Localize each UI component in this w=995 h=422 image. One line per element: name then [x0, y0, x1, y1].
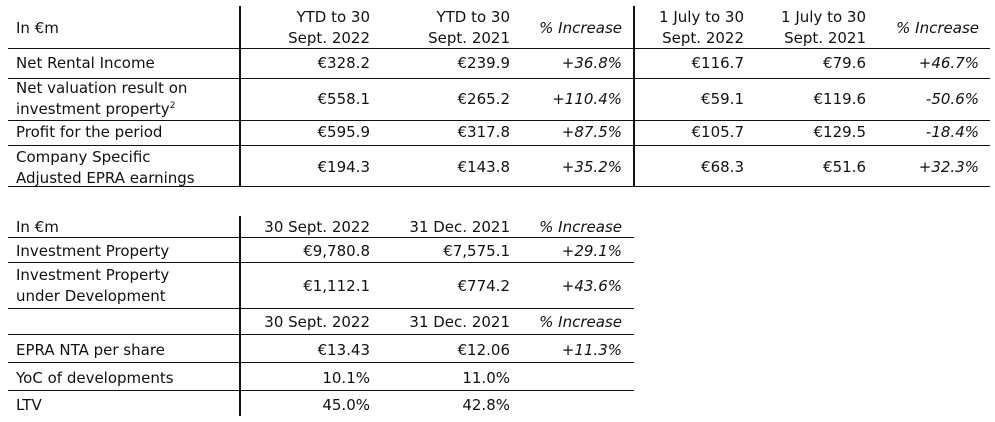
row-label: Investment Property: [16, 242, 170, 260]
row-label: YoC of developments: [16, 369, 174, 387]
cell: +32.3%: [918, 158, 979, 176]
cell: +36.8%: [561, 54, 622, 72]
row-label: Adjusted EPRA earnings: [16, 169, 195, 187]
cell: €9,780.8: [303, 242, 370, 260]
cell: €12.06: [457, 341, 511, 359]
table2-label-header: In €m: [16, 218, 59, 236]
cell: +43.6%: [561, 277, 622, 295]
col-header: 1 July to 30: [781, 8, 866, 26]
table1-label-header: In €m: [16, 19, 59, 37]
row-label-line: investment property: [16, 100, 170, 118]
row-label: Net Rental Income: [16, 54, 155, 72]
table2-divider-left: [239, 216, 241, 416]
row-label: Profit for the period: [16, 123, 163, 141]
cell: €79.6: [823, 54, 866, 72]
cell: €129.5: [813, 123, 867, 141]
footnote-marker: 2: [169, 101, 176, 111]
cell: €328.2: [317, 54, 371, 72]
table1-rule: [8, 78, 990, 79]
table2-rule: [8, 237, 634, 238]
row-label: EPRA NTA per share: [16, 341, 165, 359]
table1-divider-mid: [633, 6, 635, 186]
cell: €13.43: [317, 341, 371, 359]
cell: €774.2: [457, 277, 511, 295]
cell: €317.8: [457, 123, 511, 141]
cell: -50.6%: [925, 90, 979, 108]
col-header: 1 July to 30: [659, 8, 744, 26]
row-label: Net valuation result on: [16, 79, 188, 97]
cell: +87.5%: [561, 123, 622, 141]
cell: €105.7: [691, 123, 745, 141]
cell: +11.3%: [561, 341, 622, 359]
col-header: YTD to 30: [436, 8, 510, 26]
cell: €265.2: [457, 90, 511, 108]
col-header: % Increase: [539, 313, 622, 331]
col-header: 30 Sept. 2022: [264, 313, 370, 331]
cell: 45.0%: [322, 396, 370, 414]
table1-rule: [8, 120, 990, 121]
cell: €59.1: [701, 90, 744, 108]
cell: €119.6: [813, 90, 867, 108]
cell: €7,575.1: [443, 242, 510, 260]
col-header: Sept. 2021: [784, 29, 866, 47]
col-header: Sept. 2022: [288, 29, 370, 47]
row-label: LTV: [16, 396, 42, 414]
cell: €558.1: [317, 90, 371, 108]
cell: €143.8: [457, 158, 511, 176]
row-label: Investment Property: [16, 266, 170, 284]
cell: €194.3: [317, 158, 371, 176]
table2-rule: [8, 334, 634, 335]
col-header: Sept. 2022: [662, 29, 744, 47]
cell: 42.8%: [462, 396, 510, 414]
table2-rule: [8, 262, 634, 263]
cell: 10.1%: [322, 369, 370, 387]
cell: +110.4%: [552, 90, 622, 108]
row-label: investment property2: [16, 99, 175, 119]
table1-rule: [8, 145, 990, 146]
cell: -18.4%: [925, 123, 979, 141]
table1-divider-left: [239, 6, 241, 186]
table2-rule: [8, 308, 634, 309]
col-header: % Increase: [539, 218, 622, 236]
cell: €1,112.1: [303, 277, 370, 295]
col-header: % Increase: [539, 19, 622, 37]
cell: €116.7: [691, 54, 745, 72]
col-header: 30 Sept. 2022: [264, 218, 370, 236]
cell: +35.2%: [561, 158, 622, 176]
table1-rule: [8, 186, 990, 187]
cell: 11.0%: [462, 369, 510, 387]
table2-rule: [8, 390, 634, 391]
cell: €68.3: [701, 158, 744, 176]
table1-rule: [8, 48, 990, 49]
col-header: 31 Dec. 2021: [409, 313, 510, 331]
col-header: Sept. 2021: [428, 29, 510, 47]
row-label: Company Specific: [16, 148, 151, 166]
cell: €51.6: [823, 158, 866, 176]
cell: €239.9: [457, 54, 511, 72]
row-label: under Development: [16, 287, 166, 305]
cell: +46.7%: [918, 54, 979, 72]
cell: €595.9: [317, 123, 371, 141]
col-header: 31 Dec. 2021: [409, 218, 510, 236]
col-header: YTD to 30: [296, 8, 370, 26]
cell: +29.1%: [561, 242, 622, 260]
table2-rule: [8, 362, 634, 363]
col-header: % Increase: [896, 19, 979, 37]
